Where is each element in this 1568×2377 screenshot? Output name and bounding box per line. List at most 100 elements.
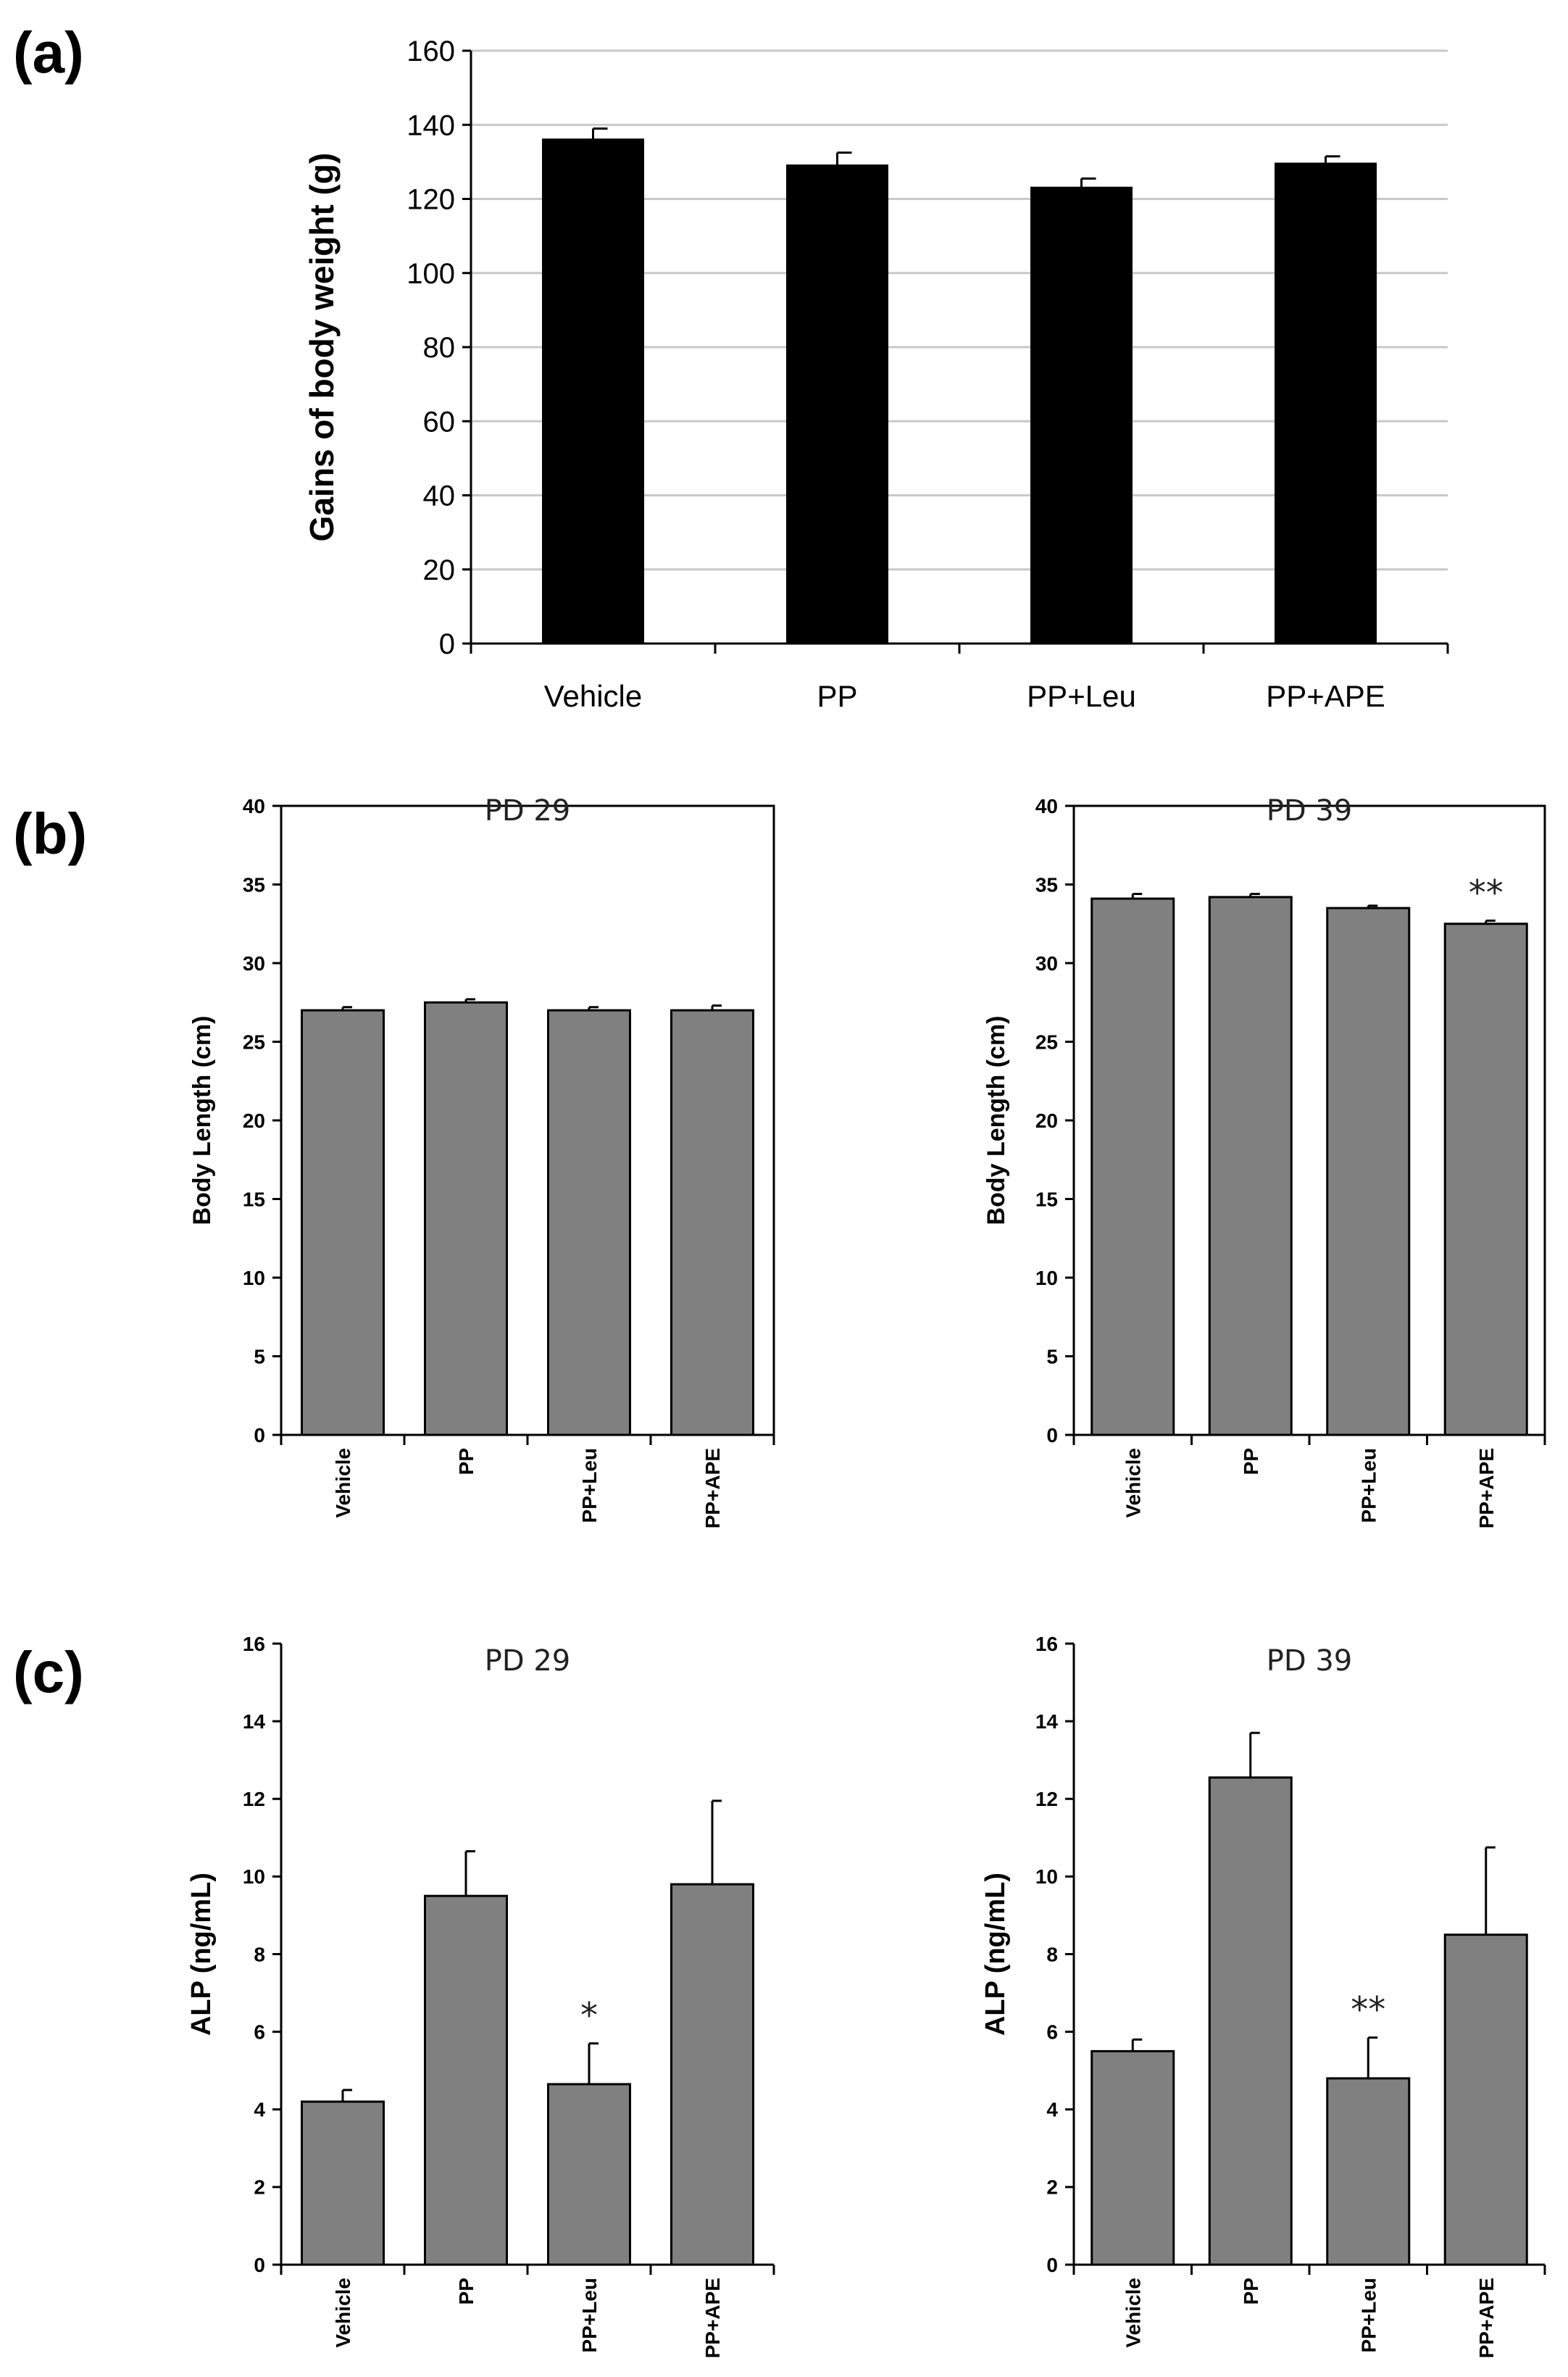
- significance-mark: **: [1351, 1990, 1385, 2031]
- x-tick-label: Vehicle: [332, 2278, 354, 2348]
- y-tick-label: 60: [423, 406, 456, 438]
- x-tick-label: PP: [1240, 1448, 1262, 1475]
- bar: [1090, 2049, 1175, 2266]
- y-tick-label: 20: [1035, 1110, 1058, 1132]
- bar: [424, 1001, 508, 1436]
- x-tick-label: PP+Leu: [1357, 1448, 1380, 1523]
- y-tick-label: 0: [1046, 2254, 1058, 2276]
- y-tick-label: 8: [1046, 1943, 1058, 1965]
- y-tick-label: 12: [1035, 1788, 1058, 1810]
- bar: [547, 2083, 631, 2266]
- bar: [1208, 1776, 1293, 2266]
- bar: [786, 164, 888, 645]
- x-tick-label: PP+Leu: [1027, 679, 1136, 713]
- chart-title: PD 39: [1267, 1644, 1353, 1678]
- y-tick-label: 10: [1035, 1267, 1058, 1289]
- x-tick-label: Vehicle: [1122, 1448, 1144, 1518]
- x-tick-label: Vehicle: [332, 1448, 354, 1518]
- y-tick-label: 30: [1035, 952, 1058, 975]
- x-tick-label: Vehicle: [544, 679, 642, 713]
- y-tick-label: 14: [1035, 1710, 1059, 1733]
- x-tick-label: PP+APE: [701, 2278, 724, 2358]
- x-tick-label: PP+Leu: [1357, 2278, 1380, 2352]
- x-tick-label: PP: [455, 1448, 478, 1475]
- y-axis-title: Body Length (cm): [983, 1016, 1010, 1225]
- x-tick-label: PP+APE: [1475, 1448, 1498, 1528]
- bar: [670, 1009, 754, 1436]
- y-tick-label: 2: [1046, 2176, 1058, 2199]
- y-tick-label: 4: [254, 2099, 265, 2121]
- y-tick-label: 5: [254, 1345, 265, 1367]
- x-tick-label: PP: [455, 2278, 478, 2305]
- y-tick-label: 0: [254, 2254, 265, 2276]
- y-tick-label: 80: [423, 332, 456, 364]
- bar: [301, 2100, 385, 2266]
- x-tick-label: PP: [1240, 2278, 1262, 2305]
- bar: [542, 138, 644, 645]
- y-axis-title: Gains of body weight (g): [303, 153, 341, 542]
- bar: [1326, 2077, 1411, 2266]
- y-tick-label: 16: [243, 1633, 265, 1655]
- chart-title: PD 39: [1267, 794, 1353, 828]
- y-tick-label: 10: [1035, 1865, 1058, 1888]
- chart-b-pd39-body-length: 0 5 10 15 20 25 30 35 40 Vehicle PP PP+Leu ** PP+APE B…: [983, 794, 1546, 1528]
- y-tick-label: 12: [243, 1788, 265, 1810]
- y-tick-label: 30: [243, 952, 265, 975]
- y-axis-title: ALP (ng/mL): [186, 1873, 217, 2036]
- bar: [547, 1009, 631, 1436]
- chart-title: PD 29: [485, 794, 571, 828]
- bar: [424, 1894, 508, 2266]
- y-tick-label: 120: [406, 184, 455, 216]
- y-tick-label: 10: [243, 1865, 265, 1888]
- y-tick-label: 40: [1035, 795, 1058, 817]
- y-tick-label: 35: [1035, 873, 1058, 896]
- bar: [1090, 897, 1175, 1436]
- chart-c-pd39-alp: 0 2 4 6 8 10 12 14 16 Vehicle PP ** PP+Leu PP+APE ALP …: [980, 1633, 1546, 2358]
- panel-label-c: (c): [13, 1640, 84, 1704]
- chart-c-pd29-alp: 0 2 4 6 8 10 12 14 16 Vehicle PP * PP+Leu PP+APE ALP (…: [186, 1633, 775, 2358]
- panel-label-a: (a): [13, 20, 84, 85]
- y-tick-label: 20: [243, 1110, 265, 1132]
- y-tick-label: 0: [439, 628, 455, 660]
- chart-b-pd29-body-length: 0 5 10 15 20 25 30 35 40 Vehicle PP PP+Leu PP+APE Bod…: [188, 794, 775, 1528]
- bar: [1030, 186, 1133, 645]
- y-axis-title: ALP (ng/mL): [980, 1873, 1011, 2036]
- y-tick-label: 15: [243, 1188, 265, 1210]
- significance-mark: **: [1469, 873, 1504, 913]
- y-tick-label: 4: [1046, 2099, 1058, 2121]
- y-tick-label: 35: [243, 873, 265, 896]
- x-tick-label: PP+APE: [1266, 679, 1385, 713]
- y-tick-label: 40: [243, 795, 265, 817]
- y-tick-label: 160: [406, 36, 455, 67]
- chart-a-body-weight-gain: 0 20 40 60 80 100 120 140 160 Vehicle PP PP+Leu PP+A…: [303, 36, 1449, 713]
- bar: [1326, 907, 1411, 1436]
- x-tick-label: PP+Leu: [578, 1448, 601, 1523]
- x-tick-label: Vehicle: [1122, 2278, 1144, 2348]
- bar: [1275, 162, 1377, 645]
- y-tick-label: 15: [1035, 1188, 1058, 1210]
- panel-label-b: (b): [13, 802, 87, 866]
- y-tick-label: 14: [243, 1710, 266, 1733]
- y-axis-title: Body Length (cm): [188, 1016, 216, 1225]
- bar: [301, 1009, 385, 1436]
- x-tick-label: PP+APE: [701, 1448, 724, 1528]
- y-tick-label: 10: [243, 1267, 265, 1289]
- x-tick-label: PP+APE: [1475, 2278, 1498, 2358]
- bar: [670, 1883, 754, 2266]
- x-tick-label: PP+Leu: [578, 2278, 601, 2352]
- y-tick-label: 0: [1046, 1424, 1058, 1446]
- y-tick-label: 5: [1046, 1345, 1058, 1367]
- significance-mark: *: [580, 1996, 598, 2036]
- y-tick-label: 100: [406, 258, 455, 290]
- y-tick-label: 40: [423, 480, 456, 512]
- y-tick-label: 2: [254, 2176, 265, 2199]
- y-tick-label: 25: [1035, 1031, 1058, 1053]
- bar: [1208, 896, 1293, 1436]
- chart-title: PD 29: [485, 1644, 571, 1678]
- y-tick-label: 0: [254, 1424, 265, 1446]
- bar: [1443, 1933, 1528, 2266]
- y-tick-label: 16: [1035, 1633, 1058, 1655]
- bar: [1443, 923, 1528, 1436]
- y-tick-label: 6: [1046, 2020, 1058, 2043]
